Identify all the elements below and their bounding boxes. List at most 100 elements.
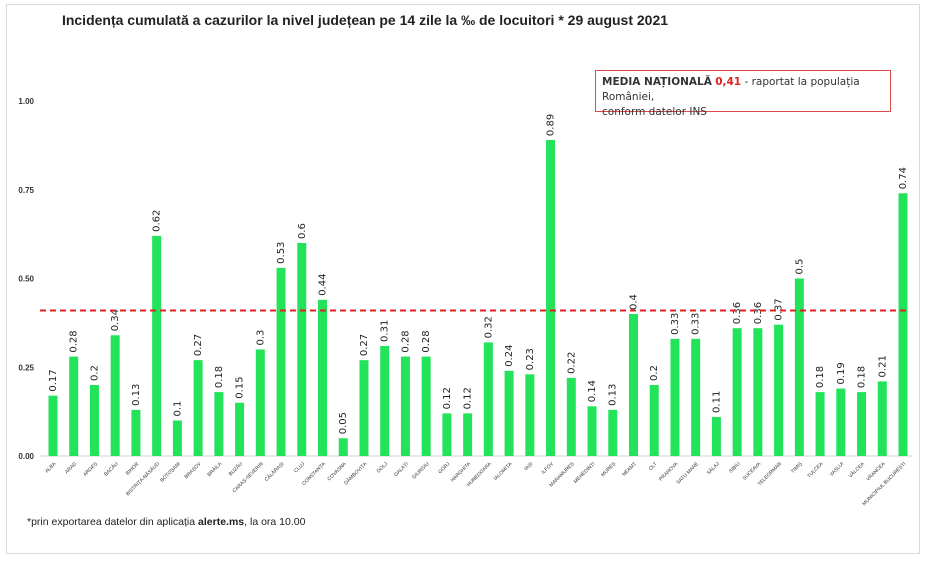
bar xyxy=(691,338,701,456)
data-label: 0.74 xyxy=(898,167,909,189)
bar xyxy=(836,388,846,456)
data-label: 0.53 xyxy=(276,242,287,264)
bar xyxy=(608,409,618,456)
data-label: 0.1 xyxy=(172,401,183,417)
y-tick-label: 1.00 xyxy=(18,97,34,106)
x-tick-label: CLUJ xyxy=(293,461,306,474)
bar xyxy=(400,356,410,456)
bar xyxy=(463,413,473,456)
data-label: 0.19 xyxy=(836,362,847,384)
data-label: 0.2 xyxy=(89,365,100,381)
bar xyxy=(110,335,120,456)
x-tick-label: GORJ xyxy=(437,461,451,475)
bar xyxy=(318,299,328,456)
data-label: 0.3 xyxy=(255,330,266,346)
y-tick-label: 0.50 xyxy=(18,275,34,284)
x-tick-label: BIHOR xyxy=(125,461,141,477)
chart-frame xyxy=(6,4,920,554)
data-label: 0.18 xyxy=(857,366,868,388)
national-average-note: MEDIA NAȚIONALĂ 0,41 - raportat la popul… xyxy=(595,70,891,118)
x-tick-label: SIBIU xyxy=(728,461,742,475)
data-label: 0.14 xyxy=(587,380,598,402)
bar xyxy=(857,392,867,456)
data-label: 0.24 xyxy=(504,345,515,367)
data-label: 0.31 xyxy=(380,320,391,342)
x-tick-label: OLT xyxy=(648,461,659,472)
data-label: 0.34 xyxy=(110,309,121,331)
y-tick-label: 0.00 xyxy=(18,452,34,461)
x-tick-label: IAȘI xyxy=(523,461,534,472)
x-tick-label: SĂLAJ xyxy=(705,460,721,476)
data-label: 0.36 xyxy=(732,302,743,324)
bar xyxy=(504,370,514,456)
data-label: 0.6 xyxy=(297,223,308,239)
bar xyxy=(877,381,887,456)
data-label: 0.05 xyxy=(338,412,349,434)
bar xyxy=(214,392,224,456)
bar xyxy=(732,328,742,456)
data-label: 0.89 xyxy=(546,114,557,136)
bar xyxy=(276,267,286,456)
bar xyxy=(815,392,825,456)
data-label: 0.15 xyxy=(235,376,246,398)
x-tick-label: GALAȚI xyxy=(393,461,410,478)
data-label: 0.17 xyxy=(48,369,59,391)
data-label: 0.27 xyxy=(359,334,370,356)
data-label: 0.62 xyxy=(152,210,163,232)
note-value: 0,41 xyxy=(715,76,742,88)
bar xyxy=(525,374,535,456)
x-tick-label: IALOMIȚA xyxy=(493,461,514,482)
x-tick-label: VÂLCEA xyxy=(847,460,866,479)
bar xyxy=(380,345,390,456)
x-tick-label: TULCEA xyxy=(806,461,825,480)
bar xyxy=(794,278,804,456)
data-label: 0.33 xyxy=(691,313,702,335)
x-tick-label: TIMIȘ xyxy=(790,461,804,475)
bar xyxy=(338,438,348,456)
data-label: 0.28 xyxy=(421,330,432,352)
data-label: 0.13 xyxy=(131,384,142,406)
data-label: 0.18 xyxy=(214,366,225,388)
data-label: 0.12 xyxy=(463,387,474,409)
data-label: 0.4 xyxy=(628,294,639,310)
x-tick-label: MEHEDINȚI xyxy=(573,461,597,485)
x-tick-label: BACĂU xyxy=(102,460,119,477)
bar xyxy=(131,409,141,456)
x-tick-label: ARGEȘ xyxy=(82,461,99,478)
bar xyxy=(48,395,58,456)
data-label: 0.33 xyxy=(670,313,681,335)
footnote-source: alerte.ms xyxy=(198,516,245,528)
x-tick-label: BUZĂU xyxy=(227,460,244,477)
x-tick-label: BOTOȘANI xyxy=(159,461,181,483)
bar xyxy=(421,356,431,456)
data-label: 0.12 xyxy=(442,387,453,409)
x-tick-label: BRĂILA xyxy=(206,460,224,478)
data-label: 0.37 xyxy=(774,298,785,320)
bar xyxy=(235,402,245,456)
data-label: 0.36 xyxy=(753,302,764,324)
data-label: 0.44 xyxy=(318,274,329,296)
bar xyxy=(898,193,908,457)
x-tick-label: SATU MARE xyxy=(675,461,700,486)
note-text-2: conform datelor INS xyxy=(602,106,707,118)
data-label: 0.22 xyxy=(566,352,577,374)
data-label: 0.28 xyxy=(400,330,411,352)
bar xyxy=(566,377,576,456)
bar xyxy=(152,235,162,456)
data-label: 0.18 xyxy=(815,366,826,388)
bar xyxy=(628,314,638,456)
bar xyxy=(193,360,203,456)
data-label: 0.32 xyxy=(483,316,494,338)
bar xyxy=(711,416,721,456)
bar xyxy=(255,349,265,456)
bar xyxy=(670,338,680,456)
x-tick-label: ARAD xyxy=(64,461,78,475)
data-label: 0.5 xyxy=(794,259,805,275)
bar xyxy=(359,360,369,456)
x-tick-label: MUREȘ xyxy=(600,461,617,478)
data-label: 0.28 xyxy=(69,330,80,352)
x-tick-label: BISTRIȚA-NĂSĂUD xyxy=(124,460,161,497)
bar xyxy=(483,342,493,456)
